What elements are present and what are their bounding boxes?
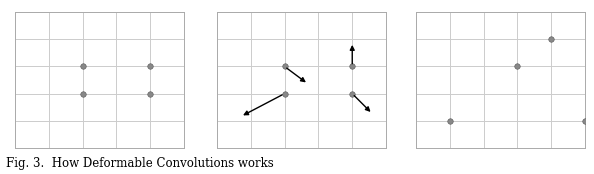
Text: Fig. 3.  How Deformable Convolutions works: Fig. 3. How Deformable Convolutions work… — [6, 157, 274, 170]
